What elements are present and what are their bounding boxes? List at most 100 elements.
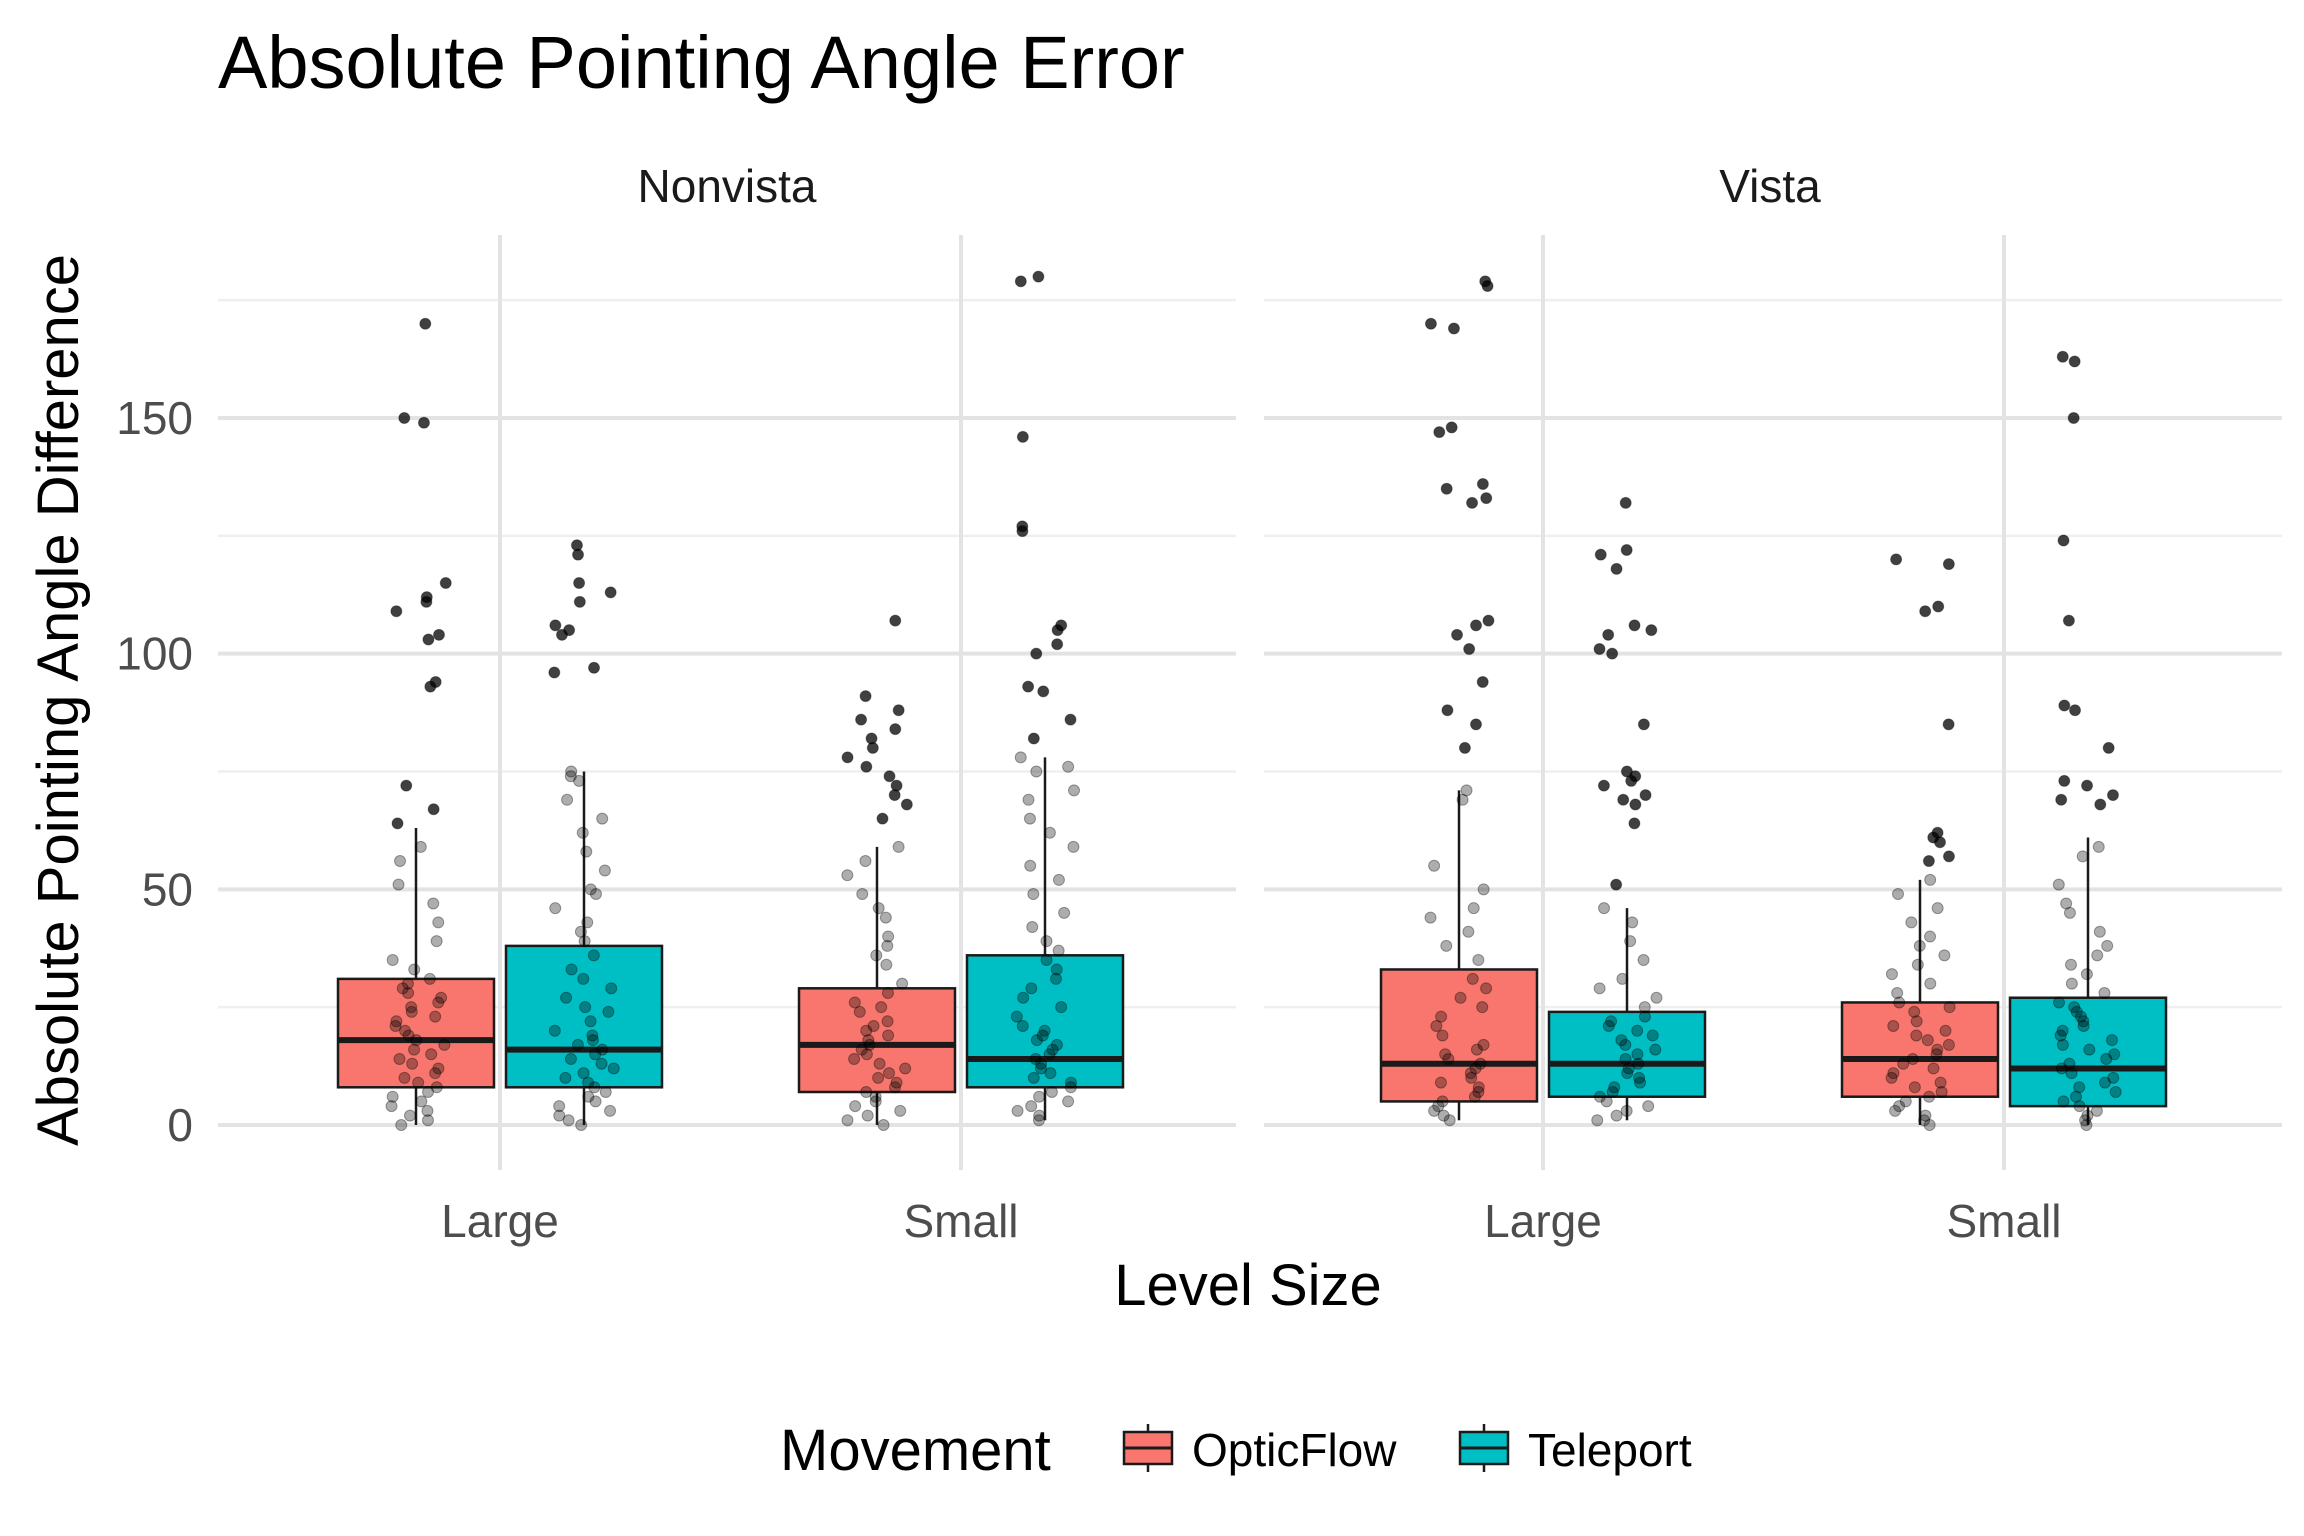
data-point (2063, 906, 2076, 919)
data-point (1014, 275, 1027, 288)
data-point (1910, 1015, 1923, 1028)
data-point (1024, 859, 1037, 872)
data-point (1045, 1086, 1058, 1099)
data-point (1922, 855, 1935, 868)
data-point (577, 972, 590, 985)
data-point (425, 1048, 438, 1061)
data-point (1055, 1001, 1068, 1014)
data-point (432, 996, 445, 1009)
data-point (2105, 1034, 2118, 1047)
data-point (607, 1062, 620, 1075)
data-point (439, 576, 452, 589)
data-point (1010, 1010, 1023, 1023)
data-point (562, 1114, 575, 1127)
data-point (841, 751, 854, 764)
data-point (2098, 1076, 2111, 1089)
data-point (1046, 1043, 1059, 1056)
data-point (1050, 972, 1063, 985)
data-point (422, 633, 435, 646)
box-opticflow (1379, 968, 1539, 1103)
data-point (1942, 718, 1955, 731)
data-point (410, 1034, 423, 1047)
data-point (565, 963, 578, 976)
data-point (604, 586, 617, 599)
data-point (1440, 482, 1453, 495)
data-point (549, 619, 562, 632)
data-point (1030, 1034, 1043, 1047)
data-point (1460, 784, 1473, 797)
data-point (1458, 741, 1471, 754)
data-point (2057, 534, 2070, 547)
data-point (1435, 1010, 1448, 1023)
data-point (408, 1043, 421, 1056)
data-point (848, 996, 861, 1009)
data-point (1631, 1024, 1644, 1037)
data-point (1593, 642, 1606, 655)
data-point (1476, 1001, 1489, 1014)
data-point (1938, 949, 1951, 962)
data-point (1016, 430, 1029, 443)
legend-label-opticflow: OpticFlow (1192, 1424, 1397, 1476)
data-point (1035, 1062, 1048, 1075)
data-point (872, 1071, 885, 1084)
data-point (564, 1053, 577, 1066)
data-point (587, 949, 600, 962)
data-point (589, 1048, 602, 1061)
data-point (2068, 1001, 2081, 1014)
grid-layer (218, 235, 2282, 1170)
data-point (1472, 1081, 1485, 1094)
data-point (883, 1067, 896, 1080)
data-point (573, 595, 586, 608)
data-point (889, 723, 902, 736)
data-point (1451, 628, 1464, 641)
data-point (414, 840, 427, 853)
chart-title: Absolute Pointing Angle Error (218, 21, 1185, 104)
data-point (879, 911, 892, 924)
data-point (1062, 760, 1075, 773)
data-point (1466, 496, 1479, 509)
data-point (1050, 963, 1063, 976)
data-point (402, 1029, 415, 1042)
data-point (1892, 888, 1905, 901)
data-point (1602, 628, 1615, 641)
data-point (579, 1001, 592, 1014)
data-point (386, 954, 399, 967)
data-point (2106, 789, 2119, 802)
data-point (602, 1005, 615, 1018)
data-point (582, 1090, 595, 1103)
data-point (1628, 817, 1641, 830)
data-point (1620, 543, 1633, 556)
data-point (1436, 1029, 1449, 1042)
data-point (1924, 930, 1937, 943)
data-point (1921, 1034, 1934, 1047)
data-point (1027, 732, 1040, 745)
data-point (1476, 675, 1489, 688)
data-point (2064, 958, 2077, 971)
data-point (1622, 1062, 1635, 1075)
data-point (586, 1029, 599, 1042)
data-point (1064, 1081, 1077, 1094)
data-point (869, 1090, 882, 1103)
y-tick-label: 50 (142, 863, 193, 915)
data-point (398, 1071, 411, 1084)
data-point (560, 991, 573, 1004)
data-point (1629, 798, 1642, 811)
data-point (2056, 1024, 2069, 1037)
data-point (395, 1119, 408, 1131)
data-point (2055, 793, 2068, 806)
data-point (2073, 1100, 2086, 1113)
data-point (432, 916, 445, 929)
data-point (1893, 1100, 1906, 1113)
data-point (2054, 1029, 2067, 1042)
x-tick-label: Small (903, 1195, 1018, 1247)
data-point (1465, 1071, 1478, 1084)
data-point (1626, 916, 1639, 929)
tick-layer: 0 50 100 150 Large Small Large Small (116, 392, 2061, 1247)
data-point (863, 1038, 876, 1051)
data-point (899, 1062, 912, 1075)
data-point (1885, 968, 1898, 981)
data-point (422, 1086, 435, 1099)
data-point (1434, 1076, 1447, 1089)
data-point (1467, 902, 1480, 915)
data-point (573, 576, 586, 589)
